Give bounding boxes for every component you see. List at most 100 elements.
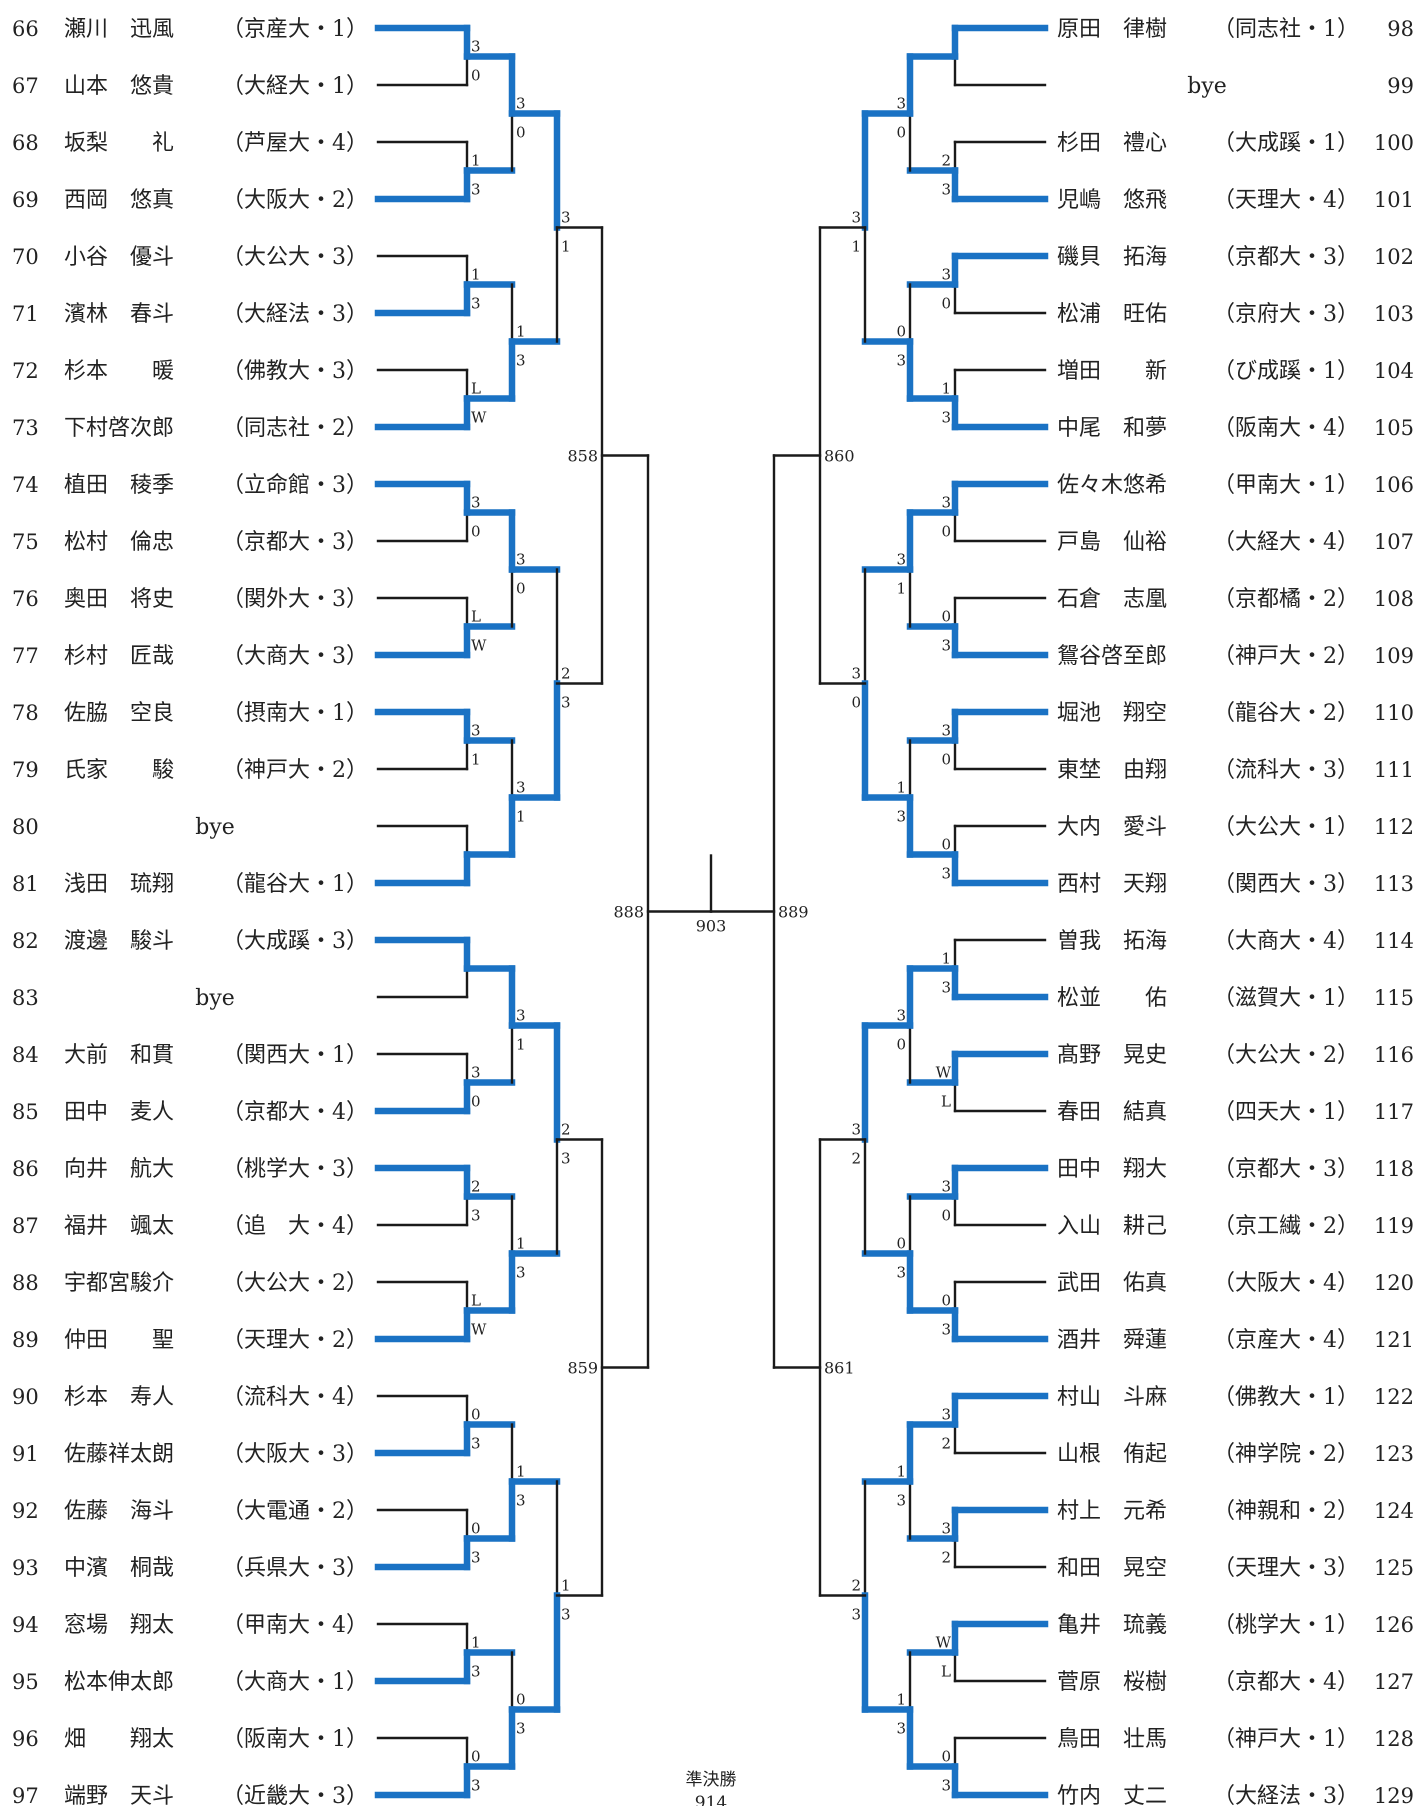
score-top: 0 bbox=[516, 1691, 526, 1709]
score-top: 3 bbox=[516, 95, 526, 113]
player-name: 杉本 寿人 bbox=[64, 1385, 174, 1410]
player-name: 東埜 由翔 bbox=[1057, 758, 1167, 783]
score-bottom: 1 bbox=[516, 808, 526, 826]
score-top: 3 bbox=[941, 722, 951, 740]
player-name: 磯貝 拓海 bbox=[1057, 245, 1167, 270]
player-name: 菅原 桜樹 bbox=[1057, 1670, 1167, 1695]
score-top: 3 bbox=[561, 209, 571, 227]
player-affiliation: （京都大・3） bbox=[1213, 245, 1359, 270]
player-seed-number: 107 bbox=[1374, 530, 1414, 554]
player-affiliation: （滋賀大・1） bbox=[1213, 986, 1359, 1011]
score-top: 1 bbox=[896, 1691, 906, 1709]
score-bottom: W bbox=[471, 409, 487, 427]
score-bottom: 3 bbox=[896, 1264, 906, 1282]
player-affiliation: （佛教大・1） bbox=[1213, 1385, 1359, 1410]
player-affiliation: （阪南大・4） bbox=[1213, 416, 1359, 441]
score-top: 1 bbox=[516, 1235, 526, 1253]
player-affiliation: （四天大・1） bbox=[1213, 1100, 1359, 1125]
player-affiliation: （天理大・2） bbox=[222, 1328, 368, 1353]
player-name: 佐藤 海斗 bbox=[64, 1499, 174, 1524]
score-bottom: 0 bbox=[941, 751, 951, 769]
player-affiliation: （摂南大・1） bbox=[222, 701, 368, 726]
player-name: 松並 佑 bbox=[1057, 986, 1167, 1011]
player-seed-number: 80 bbox=[12, 815, 39, 839]
score-top: 1 bbox=[941, 380, 951, 398]
score-bottom: 1 bbox=[896, 580, 906, 598]
score-bottom: 3 bbox=[896, 1492, 906, 1510]
score-top: 1 bbox=[516, 1463, 526, 1481]
score-top: 3 bbox=[941, 1520, 951, 1538]
player-seed-number: 93 bbox=[12, 1556, 39, 1580]
score-bottom: L bbox=[941, 1093, 951, 1111]
score-bottom: 0 bbox=[941, 523, 951, 541]
player-seed-number: 69 bbox=[12, 188, 39, 212]
player-affiliation: （大公大・3） bbox=[222, 245, 368, 270]
player-affiliation: （甲南大・1） bbox=[1213, 473, 1359, 498]
score-top: 1 bbox=[471, 152, 481, 170]
player-name: 氏家 駿 bbox=[64, 758, 174, 783]
score-bottom: 3 bbox=[941, 637, 951, 655]
score-top: 1 bbox=[896, 779, 906, 797]
score-top: 2 bbox=[561, 665, 571, 683]
score-bottom: 3 bbox=[941, 979, 951, 997]
player-name: 向井 航大 bbox=[64, 1157, 174, 1182]
player-affiliation: （京産大・1） bbox=[222, 17, 368, 42]
player-affiliation: （京都橘・2） bbox=[1213, 587, 1359, 612]
score-bottom: 3 bbox=[471, 1663, 481, 1681]
semifinal-match-code: 914 bbox=[695, 1793, 727, 1806]
player-seed-number: 66 bbox=[12, 17, 39, 41]
player-affiliation: （京都大・4） bbox=[1213, 1670, 1359, 1695]
player-name: 入山 耕己 bbox=[1057, 1214, 1167, 1239]
score-bottom: 3 bbox=[941, 181, 951, 199]
player-affiliation: （大経法・3） bbox=[222, 302, 368, 327]
player-name: 坂梨 礼 bbox=[64, 131, 174, 156]
player-name: 児嶋 悠飛 bbox=[1057, 188, 1167, 213]
player-seed-number: 125 bbox=[1374, 1556, 1414, 1580]
player-seed-number: 123 bbox=[1374, 1442, 1414, 1466]
player-affiliation: （桃学大・3） bbox=[222, 1157, 368, 1182]
score-bottom: 3 bbox=[896, 1720, 906, 1738]
player-seed-number: 72 bbox=[12, 359, 39, 383]
score-bottom: 3 bbox=[941, 1777, 951, 1795]
score-top: 0 bbox=[941, 836, 951, 854]
player-name: 杉本 暖 bbox=[64, 359, 174, 384]
player-name: 髙野 晃史 bbox=[1057, 1043, 1167, 1068]
player-affiliation: （神戸大・2） bbox=[1213, 644, 1359, 669]
score-top: 3 bbox=[516, 551, 526, 569]
player-seed-number: 83 bbox=[12, 986, 39, 1010]
player-seed-number: 94 bbox=[12, 1613, 39, 1637]
player-name: 堀池 翔空 bbox=[1057, 701, 1167, 726]
player-seed-number: 122 bbox=[1374, 1385, 1414, 1409]
player-affiliation: （大公大・2） bbox=[1213, 1043, 1359, 1068]
player-seed-number: 85 bbox=[12, 1100, 39, 1124]
player-affiliation: （京都大・3） bbox=[1213, 1157, 1359, 1182]
player-name: 渡邊 駿斗 bbox=[64, 929, 174, 954]
player-name: 竹内 丈二 bbox=[1057, 1784, 1167, 1806]
player-name: 大内 愛斗 bbox=[1057, 815, 1167, 840]
player-seed-number: 87 bbox=[12, 1214, 39, 1238]
player-affiliation: （近畿大・3） bbox=[222, 1784, 368, 1806]
player-seed-number: 102 bbox=[1374, 245, 1414, 269]
score-bottom: 1 bbox=[851, 238, 861, 256]
player-affiliation: （阪南大・1） bbox=[222, 1727, 368, 1752]
score-top: 3 bbox=[516, 779, 526, 797]
score-bottom: 0 bbox=[471, 1093, 481, 1111]
player-name: 武田 佑真 bbox=[1057, 1271, 1167, 1296]
score-top: 1 bbox=[941, 950, 951, 968]
player-name: 下村啓次郎 bbox=[64, 416, 174, 441]
score-bottom: 3 bbox=[561, 694, 571, 712]
player-seed-number: 129 bbox=[1374, 1784, 1414, 1806]
score-top: L bbox=[471, 380, 481, 398]
bye-slot: bye bbox=[195, 815, 235, 840]
score-top: 0 bbox=[471, 1406, 481, 1424]
player-seed-number: 88 bbox=[12, 1271, 39, 1295]
match-code: 858 bbox=[567, 447, 598, 466]
score-bottom: 0 bbox=[896, 124, 906, 142]
player-seed-number: 89 bbox=[12, 1328, 39, 1352]
score-top: 3 bbox=[851, 665, 861, 683]
player-seed-number: 79 bbox=[12, 758, 39, 782]
player-affiliation: （天理大・4） bbox=[1213, 188, 1359, 213]
bye-slot: bye bbox=[1187, 74, 1227, 99]
score-top: 3 bbox=[896, 551, 906, 569]
